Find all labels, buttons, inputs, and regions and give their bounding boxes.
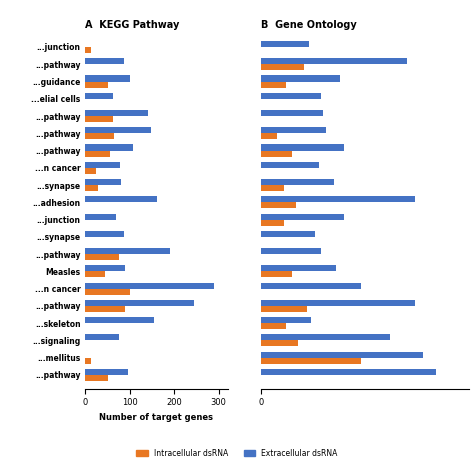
Bar	[85, 231, 124, 237]
Legend: Intracellular dsRNA, Extracellular dsRNA: Intracellular dsRNA, Extracellular dsRNA	[133, 446, 341, 461]
Bar	[261, 185, 284, 191]
Bar	[85, 151, 110, 156]
Bar	[261, 133, 277, 139]
Bar	[85, 110, 147, 116]
Bar	[85, 248, 170, 254]
Bar	[85, 116, 113, 122]
Bar	[261, 110, 323, 116]
Bar	[85, 47, 91, 53]
Bar	[85, 334, 118, 340]
Bar	[261, 317, 311, 323]
Bar	[85, 300, 194, 306]
Bar	[85, 317, 154, 323]
Bar	[261, 75, 340, 82]
Bar	[85, 75, 130, 82]
Bar	[261, 213, 344, 219]
Bar	[85, 133, 114, 139]
Bar	[85, 196, 157, 202]
Bar	[85, 168, 96, 174]
Bar	[85, 179, 121, 185]
Bar	[85, 213, 116, 219]
Bar	[85, 265, 125, 271]
Bar	[261, 127, 326, 133]
Bar	[261, 357, 361, 364]
Bar	[261, 369, 436, 375]
Bar	[261, 162, 319, 168]
Bar	[261, 179, 334, 185]
Bar	[261, 219, 284, 226]
Bar	[261, 300, 415, 306]
Bar	[85, 306, 125, 312]
Bar	[261, 340, 298, 346]
Bar	[85, 145, 133, 151]
Bar	[261, 334, 390, 340]
Bar	[85, 185, 98, 191]
Bar	[261, 196, 415, 202]
Bar	[85, 82, 109, 88]
Bar	[261, 283, 361, 289]
Bar	[85, 93, 113, 99]
Bar	[261, 151, 292, 156]
Bar	[261, 352, 423, 357]
Bar	[261, 41, 309, 47]
Bar	[85, 162, 120, 168]
Bar	[261, 231, 315, 237]
Bar	[85, 58, 124, 64]
Bar	[261, 145, 344, 151]
Text: A  KEGG Pathway: A KEGG Pathway	[85, 19, 180, 29]
Bar	[261, 248, 321, 254]
Bar	[85, 283, 214, 289]
Bar	[261, 306, 307, 312]
Bar	[85, 271, 105, 277]
Bar	[261, 64, 304, 70]
Bar	[85, 357, 91, 364]
Bar	[85, 289, 130, 295]
Bar	[85, 369, 128, 375]
Bar	[261, 93, 321, 99]
Bar	[261, 323, 286, 329]
Bar	[85, 375, 108, 381]
Text: B  Gene Ontology: B Gene Ontology	[261, 19, 356, 29]
Bar	[85, 254, 118, 260]
Bar	[261, 265, 336, 271]
Bar	[261, 82, 286, 88]
Bar	[261, 58, 407, 64]
Bar	[261, 271, 292, 277]
Bar	[85, 127, 151, 133]
Bar	[261, 202, 296, 209]
X-axis label: Number of target genes: Number of target genes	[100, 413, 213, 422]
